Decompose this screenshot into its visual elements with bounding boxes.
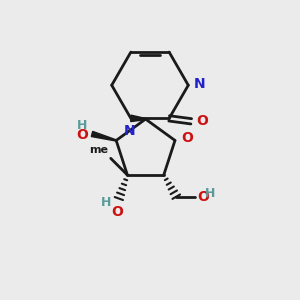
Text: O: O [197,190,209,204]
Text: H: H [100,196,111,209]
Text: O: O [181,130,193,145]
Text: me: me [89,146,108,155]
Text: O: O [76,128,88,142]
Polygon shape [131,115,146,122]
Polygon shape [91,131,116,141]
Text: H: H [76,119,87,132]
Text: O: O [111,205,123,219]
Text: N: N [124,124,135,138]
Text: O: O [196,114,208,128]
Text: H: H [205,187,215,200]
Text: N: N [194,77,205,91]
